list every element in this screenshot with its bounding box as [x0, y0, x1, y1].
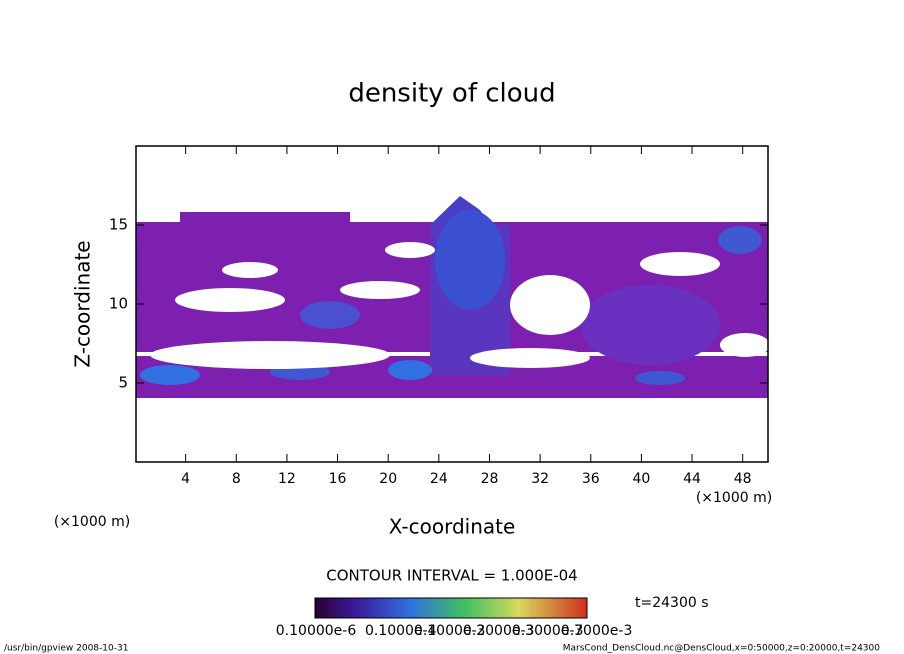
y-tick-label: 5 — [118, 374, 128, 392]
chart-title: density of cloud — [348, 79, 555, 109]
y-tick-label: 10 — [109, 295, 128, 313]
colorbar-label: 0.7000e-3 — [561, 623, 633, 639]
colorbar-label: 0.3000e-3 — [512, 623, 584, 639]
x-tick-label: 44 — [683, 471, 701, 487]
x-tick-label: 32 — [531, 471, 549, 487]
footer-left: /usr/bin/gpview 2008-10-31 — [4, 644, 128, 654]
y-tick-label: 15 — [109, 216, 128, 234]
x-tick-label: 12 — [278, 471, 296, 487]
x-unit-left: (×1000 m) — [54, 514, 130, 530]
footer-right: MarsCond_DensCloud.nc@DensCloud,x=0:5000… — [563, 644, 880, 654]
x-tick-label: 48 — [734, 471, 752, 487]
x-tick-label: 16 — [329, 471, 347, 487]
cloud-field — [136, 196, 768, 398]
x-axis-label: X-coordinate — [389, 515, 516, 539]
colorbar-label: 0.10000e-6 — [276, 623, 357, 639]
colorbar-label: 0.1000e-3 — [414, 623, 486, 639]
x-tick-label: 28 — [481, 471, 499, 487]
x-tick-label: 20 — [379, 471, 397, 487]
colorbar — [314, 597, 588, 619]
x-tick-label: 36 — [582, 471, 600, 487]
time-label: t=24300 s — [635, 595, 709, 611]
colorbar-label: 0.2000e-3 — [463, 623, 535, 639]
x-unit-right: (×1000 m) — [696, 490, 772, 506]
colorbar-label: 0.1000e-4 — [365, 623, 437, 639]
y-axis-label: Z-coordinate — [71, 240, 95, 367]
x-tick-label: 4 — [181, 471, 190, 487]
x-tick-label: 40 — [632, 471, 650, 487]
x-tick-label: 24 — [430, 471, 448, 487]
x-tick-label: 8 — [232, 471, 241, 487]
contour-interval: CONTOUR INTERVAL = 1.000E-04 — [326, 567, 577, 585]
